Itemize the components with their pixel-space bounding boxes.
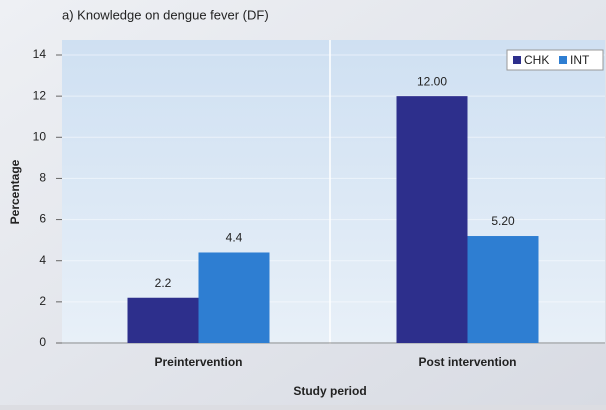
legend-label: INT: [570, 53, 590, 67]
bar: [127, 297, 199, 343]
y-tick-label: 14: [33, 47, 47, 61]
x-tick-label: Preintervention: [154, 355, 242, 369]
bar: [198, 252, 270, 343]
legend-label: CHK: [524, 53, 549, 67]
y-tick-label: 4: [39, 253, 46, 267]
y-tick-label: 2: [39, 294, 46, 308]
legend-swatch: [559, 56, 567, 64]
x-tick-label: Post intervention: [418, 355, 516, 369]
legend-box: [506, 49, 604, 71]
value-label: 2.2: [155, 276, 172, 290]
bar: [467, 236, 539, 343]
y-tick-label: 0: [39, 335, 46, 349]
value-label: 12.00: [417, 74, 447, 88]
legend-swatch: [513, 56, 521, 64]
y-tick-label: 12: [33, 88, 47, 102]
value-label: 5.20: [491, 214, 515, 228]
chart-title: a) Knowledge on dengue fever (DF): [62, 7, 269, 22]
bar: [396, 96, 468, 344]
x-axis-label: Study period: [293, 384, 366, 398]
y-tick-label: 6: [39, 212, 46, 226]
y-axis-label: Percentage: [8, 159, 22, 224]
value-label: 4.4: [226, 231, 243, 245]
y-tick-label: 10: [33, 129, 47, 143]
y-tick-label: 8: [39, 171, 46, 185]
